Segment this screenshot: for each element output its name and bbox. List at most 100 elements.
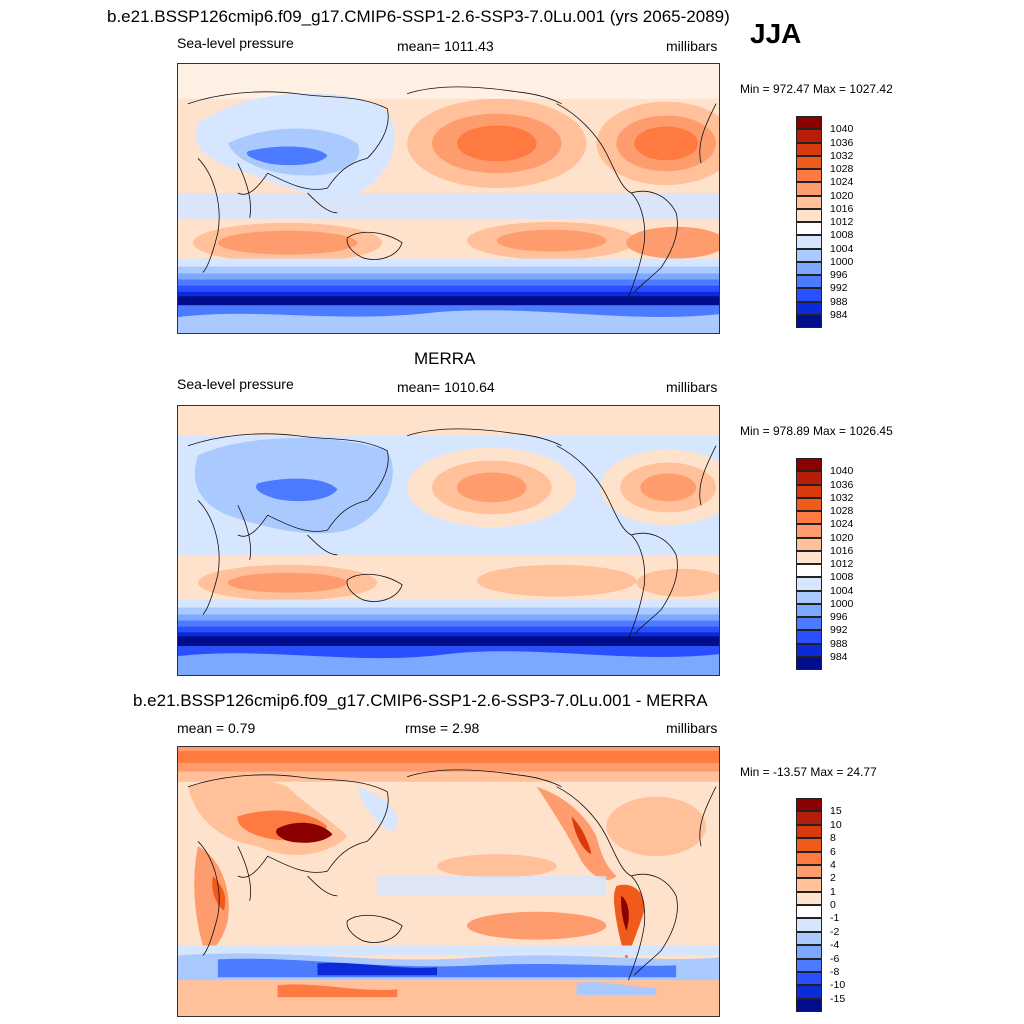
colorbar-tick-label: 1004	[830, 584, 854, 597]
panel-2-contour-map	[178, 406, 719, 675]
panel-1-units-label: millibars	[666, 38, 718, 54]
colorbar-tick-label: 1020	[830, 189, 854, 202]
panel-2-colorbar	[796, 458, 822, 670]
colorbar-swatch	[796, 577, 822, 591]
colorbar-tick-label: 1012	[830, 558, 854, 570]
colorbar-tick-label: 1032	[830, 491, 854, 504]
panel-1-variable-label: Sea-level pressure	[177, 35, 294, 51]
panel-2-units-label: millibars	[666, 379, 718, 395]
colorbar-tick-label: 8	[830, 832, 836, 845]
colorbar-tick-label: -6	[830, 952, 840, 965]
panel-2-variable-label: Sea-level pressure	[177, 376, 294, 392]
colorbar-tick-label: 1004	[830, 242, 854, 255]
colorbar-swatch	[796, 301, 822, 315]
colorbar-tick-label: 1008	[830, 571, 854, 584]
colorbar-tick-label: 4	[830, 858, 836, 871]
colorbar-swatch	[796, 643, 822, 657]
colorbar-swatch	[796, 891, 822, 905]
colorbar-swatch	[796, 985, 822, 999]
colorbar-swatch	[796, 288, 822, 302]
colorbar-tick-label: 10	[830, 818, 842, 831]
colorbar-tick-label: 992	[830, 282, 848, 295]
colorbar-tick-label: 1032	[830, 149, 854, 162]
season-label: JJA	[750, 18, 802, 49]
colorbar-swatch	[796, 116, 822, 130]
colorbar-swatch	[796, 155, 822, 169]
panel-3-colorbar	[796, 798, 822, 1012]
colorbar-swatch	[796, 617, 822, 631]
colorbar-swatch	[796, 998, 822, 1012]
colorbar-swatch	[796, 248, 822, 262]
colorbar-swatch	[796, 537, 822, 551]
panel-1-contour-map	[178, 64, 719, 333]
panel-3-units-label: millibars	[666, 720, 718, 736]
colorbar-tick-label: 996	[830, 611, 848, 623]
colorbar-swatch	[796, 524, 822, 538]
colorbar-tick-label: 0	[830, 899, 836, 911]
colorbar-swatch	[796, 484, 822, 498]
colorbar-swatch	[796, 603, 822, 617]
colorbar-tick-label: -2	[830, 925, 840, 938]
colorbar-swatch	[796, 195, 822, 209]
colorbar-tick-label: -10	[830, 979, 846, 992]
panel-3-map	[177, 746, 720, 1017]
panel-2-map	[177, 405, 720, 676]
colorbar-swatch	[796, 564, 822, 578]
colorbar-tick-label: 992	[830, 624, 848, 637]
colorbar-swatch	[796, 931, 822, 946]
colorbar-swatch	[796, 630, 822, 644]
colorbar-tick-label: -1	[830, 912, 840, 925]
panel-1-map	[177, 63, 720, 334]
colorbar-tick-label: 1036	[830, 136, 854, 149]
colorbar-tick-label: -15	[830, 992, 846, 1005]
colorbar-swatch	[796, 851, 822, 865]
colorbar-tick-label: 988	[830, 295, 848, 308]
colorbar-tick-label: 984	[830, 308, 848, 321]
colorbar-swatch	[796, 878, 822, 892]
panel-1-title: b.e21.BSSP126cmip6.f09_g17.CMIP6-SSP1-2.…	[107, 7, 730, 26]
colorbar-tick-label: 1	[830, 885, 836, 898]
panel-3-contour-map	[178, 747, 719, 1016]
colorbar-swatch	[796, 129, 822, 143]
colorbar-swatch	[796, 550, 822, 564]
colorbar-tick-label: 2	[830, 872, 836, 885]
colorbar-swatch	[796, 182, 822, 196]
colorbar-swatch	[796, 275, 822, 289]
colorbar-tick-label: 1040	[830, 123, 854, 136]
colorbar-tick-label: 1020	[830, 531, 854, 544]
colorbar-tick-label: -4	[830, 939, 840, 952]
colorbar-swatch	[796, 235, 822, 249]
colorbar-swatch	[796, 208, 822, 222]
colorbar-tick-label: 6	[830, 845, 836, 858]
colorbar-tick-label: 1008	[830, 229, 854, 242]
colorbar-swatch	[796, 656, 822, 670]
colorbar-tick-label: 1000	[830, 597, 854, 610]
colorbar-swatch	[796, 314, 822, 328]
colorbar-tick-label: 1028	[830, 505, 854, 517]
colorbar-swatch	[796, 838, 822, 852]
colorbar-tick-label: 15	[830, 805, 842, 818]
colorbar-swatch	[796, 971, 822, 986]
panel-3-rmse-label: rmse = 2.98	[405, 720, 480, 736]
colorbar-swatch	[796, 918, 822, 932]
colorbar-swatch	[796, 261, 822, 275]
colorbar-swatch	[796, 222, 822, 236]
colorbar-swatch	[796, 458, 822, 472]
colorbar-swatch	[796, 945, 822, 959]
panel-1-minmax-label: Min = 972.47 Max = 1027.42	[740, 82, 893, 96]
panel-3-mean-label: mean = 0.79	[177, 720, 256, 736]
colorbar-tick-label: 1036	[830, 478, 854, 491]
colorbar-swatch	[796, 142, 822, 156]
colorbar-swatch	[796, 497, 822, 511]
colorbar-tick-label: 996	[830, 269, 848, 281]
panel-3-minmax-label: Min = -13.57 Max = 24.77	[740, 765, 877, 779]
panel-1-colorbar	[796, 116, 822, 328]
colorbar-tick-label: 1028	[830, 163, 854, 175]
panel-3-title: b.e21.BSSP126cmip6.f09_g17.CMIP6-SSP1-2.…	[133, 691, 708, 710]
panel-2-title: MERRA	[414, 349, 476, 368]
colorbar-tick-label: 1016	[830, 202, 854, 215]
colorbar-tick-label: 1012	[830, 216, 854, 228]
colorbar-swatch	[796, 905, 822, 919]
panel-2-minmax-label: Min = 978.89 Max = 1026.45	[740, 424, 893, 438]
colorbar-tick-label: 1040	[830, 465, 854, 478]
